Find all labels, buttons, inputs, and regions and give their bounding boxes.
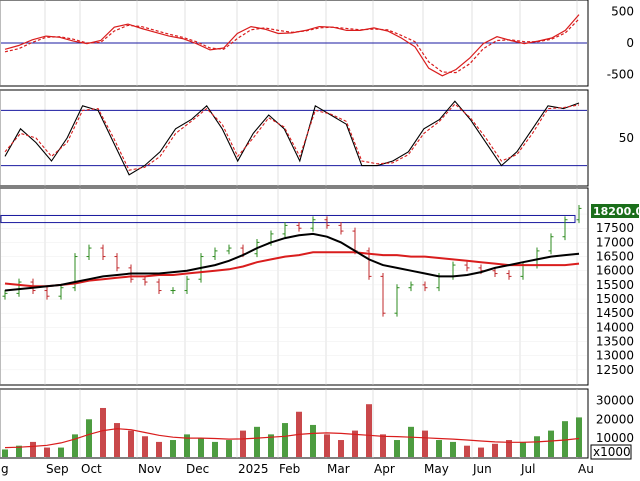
momentum-tick-label: 0 — [626, 36, 634, 50]
price-tick-label: 17000 — [596, 235, 634, 249]
resistance-band — [0, 214, 576, 224]
month-label: Mar — [327, 462, 350, 476]
month-label: Au — [578, 462, 594, 476]
month-label: Oct — [81, 462, 102, 476]
volume-bar — [30, 441, 36, 457]
price-tick-label: 16500 — [596, 250, 634, 264]
volume-bar — [16, 445, 22, 457]
moving-average-lines — [4, 232, 580, 292]
price-tick-label: 14000 — [596, 320, 634, 334]
month-label: Jul — [520, 462, 535, 476]
volume-bars — [2, 404, 582, 457]
price-tick-label: 12500 — [596, 363, 634, 377]
price-panel — [0, 187, 589, 386]
volume-bar — [2, 449, 8, 457]
volume-bar — [492, 443, 498, 457]
momentum-signal-line — [4, 18, 580, 74]
ma-short-line — [4, 232, 580, 292]
month-label: Nov — [138, 462, 161, 476]
volume-unit-box: x1000 — [590, 444, 632, 460]
volume-panel — [0, 388, 589, 459]
volume-bar — [576, 417, 582, 457]
price-tick-label: 16000 — [596, 264, 634, 278]
month-label: Dec — [186, 462, 209, 476]
volume-bar — [142, 436, 148, 457]
stochastic-k-line — [4, 100, 580, 176]
volume-bar — [100, 407, 106, 457]
volume-bar — [44, 447, 50, 457]
month-label: Sep — [46, 462, 69, 476]
volume-bar — [422, 430, 428, 457]
grid-lines — [0, 0, 587, 458]
volume-bar — [520, 441, 526, 457]
ma-long-line — [4, 251, 580, 288]
price-tick-label: 13500 — [596, 335, 634, 349]
volume-bar — [394, 440, 400, 457]
stochastic-panel — [0, 89, 589, 187]
stochastic-d-line — [4, 103, 580, 171]
volume-bar — [534, 436, 540, 457]
stochastic-tick-label: 50 — [619, 131, 634, 145]
momentum-tick-label: 500 — [611, 4, 634, 18]
month-label: May — [424, 462, 449, 476]
volume-bar — [86, 419, 92, 457]
volume-bar — [310, 424, 316, 457]
volume-unit-label: x1000 — [593, 445, 631, 459]
volume-bar — [352, 430, 358, 457]
volume-ma-line — [4, 428, 580, 449]
month-label: g — [1, 462, 9, 476]
x-axis-months: g Sep Oct Nov Dec 2025 Feb Mar Apr May Jun Jul Au — [1, 462, 594, 476]
volume-tick-label: 10000 — [596, 431, 634, 445]
price-badge-text: 18200.00 — [593, 205, 640, 218]
volume-bar — [478, 447, 484, 457]
volume-bar — [72, 434, 78, 457]
price-tick-label: 15500 — [596, 278, 634, 292]
price-badge: 18200.00 — [591, 204, 640, 218]
volume-bar — [170, 440, 176, 457]
stochastic-series — [4, 100, 580, 176]
volume-bar — [338, 440, 344, 457]
volume-tick-label: 30000 — [596, 393, 634, 407]
volume-bar — [506, 440, 512, 457]
volume-bar — [212, 441, 218, 457]
price-tick-label: 15000 — [596, 292, 634, 306]
volume-tick-label: 20000 — [596, 412, 634, 426]
y-axis-labels: 5000-50050180001750017000165001600015500… — [596, 4, 634, 445]
volume-bar — [240, 430, 246, 457]
volume-bar — [254, 426, 260, 457]
volume-bar — [268, 434, 274, 457]
volume-bar — [450, 441, 456, 457]
volume-bar — [58, 447, 64, 457]
volume-bar — [128, 430, 134, 457]
volume-bar — [380, 434, 386, 457]
month-label: Feb — [279, 462, 300, 476]
momentum-series — [4, 14, 580, 77]
volume-bar — [156, 441, 162, 457]
volume-bar — [324, 434, 330, 457]
volume-bar — [184, 434, 190, 457]
volume-bar — [436, 440, 442, 457]
month-label: Apr — [374, 462, 395, 476]
volume-bar — [366, 404, 372, 457]
volume-bar — [198, 438, 204, 457]
price-tick-label: 13000 — [596, 349, 634, 363]
volume-bar — [226, 440, 232, 457]
volume-bar — [562, 421, 568, 457]
price-tick-label: 17500 — [596, 221, 634, 235]
volume-bar — [114, 423, 120, 457]
month-label: Jun — [472, 462, 492, 476]
volume-bar — [548, 430, 554, 457]
volume-bar — [282, 423, 288, 457]
momentum-tick-label: -500 — [607, 68, 634, 82]
price-tick-label: 14500 — [596, 306, 634, 320]
month-label: 2025 — [238, 462, 269, 476]
volume-bar — [464, 445, 470, 457]
volume-bar — [408, 426, 414, 457]
